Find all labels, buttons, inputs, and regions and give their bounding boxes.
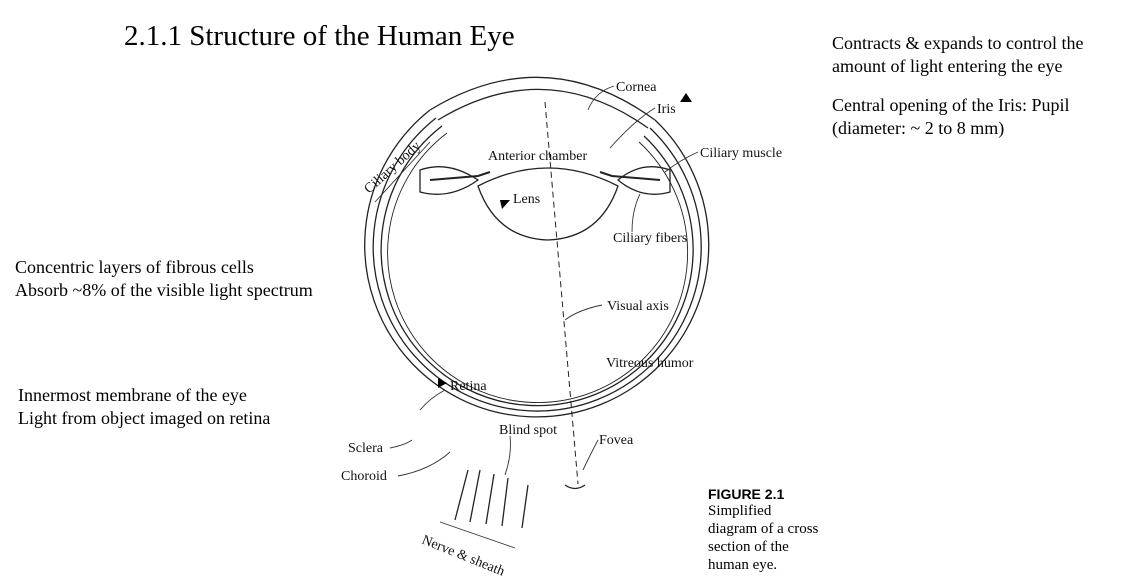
nerve-sheath-right [521,484,529,529]
retina-marker [438,378,447,388]
figure-caption-line-4: human eye. [708,557,778,573]
figure-caption-line-1: Simplified [708,503,772,519]
figure-caption: FIGURE 2.1 Simplified diagram of a cross… [708,486,818,574]
ciliary-body-left [419,166,480,195]
pupil-note-line-2: (diameter: ~ 2 to 8 mm) [832,118,1005,138]
visual-axis-label: Visual axis [607,299,669,314]
fovea-label: Fovea [599,433,634,448]
sclera-inner [372,117,702,412]
blind-spot-label: Blind spot [499,423,557,438]
lens-label: Lens [513,192,540,207]
iris-note: Contracts & expands to control the amoun… [832,32,1083,78]
cornea-inner [437,88,649,129]
retina-note: Innermost membrane of the eye Light from… [18,384,270,430]
nerve-sheath-left [454,469,469,521]
vitreous-humor-label: Vitreous humor [606,356,694,371]
cornea-outer [429,76,656,121]
retina-note-line-2: Light from object imaged on retina [18,408,271,428]
ciliary-body-right [616,166,671,195]
choroid-layer [380,125,694,407]
iris-note-line-2: amount of light entering the eye [832,56,1063,76]
nerve-fibre-1 [469,469,481,523]
lens-note: Concentric layers of fibrous cells Absor… [15,256,313,302]
figure-caption-line-3: section of the [708,539,789,555]
iris-right [599,171,661,181]
page-title: 2.1.1 Structure of the Human Eye [124,20,515,52]
nerve-sheath-label: Nerve & sheath [420,533,507,580]
figure-caption-line-2: diagram of a cross [708,521,819,537]
iris-label: Iris [657,102,676,117]
retina-note-line-1: Innermost membrane of the eye [18,385,247,405]
lens-note-line-1: Concentric layers of fibrous cells [15,257,254,277]
ciliary-muscle-label: Ciliary muscle [700,146,782,161]
retina-layer [387,132,689,403]
iris-left [429,171,491,181]
fovea-dip [564,484,586,490]
choroid-label: Choroid [341,469,387,484]
lens-shape [477,167,619,241]
anterior-chamber-label: Anterior chamber [488,149,587,164]
sclera-label: Sclera [348,441,384,456]
nerve-fibre-2 [485,473,495,525]
sclera-outer [364,109,710,418]
retina-label: Retina [450,379,487,394]
nerve-fibre-3 [501,477,509,527]
lens-note-line-2: Absorb ~8% of the visible light spectrum [15,280,313,300]
iris-marker [680,93,692,102]
lens-marker [500,200,510,209]
pupil-note: Central opening of the Iris: Pupil (diam… [832,94,1069,140]
iris-note-line-1: Contracts & expands to control the [832,33,1084,53]
cornea-label: Cornea [616,80,657,95]
ciliary-fibers-label: Ciliary fibers [613,231,687,246]
ciliary-body-label: Ciliary body [362,139,424,197]
figure-number: FIGURE 2.1 [708,486,785,502]
visual-axis-line [544,101,579,485]
pupil-note-line-1: Central opening of the Iris: Pupil [832,95,1070,115]
